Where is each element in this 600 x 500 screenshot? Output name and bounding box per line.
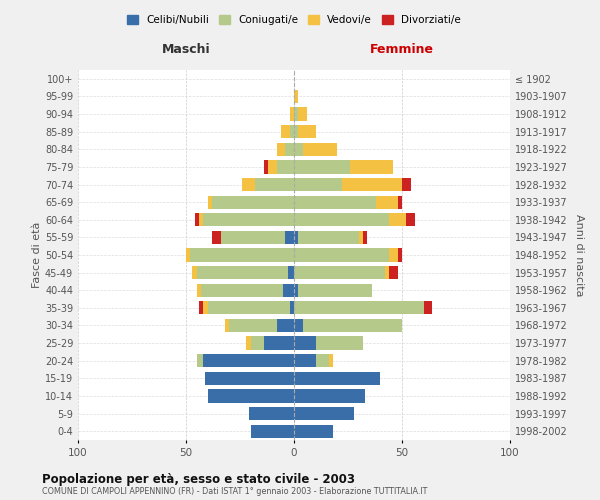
Text: Femmine: Femmine bbox=[370, 43, 434, 56]
Bar bbox=[359, 231, 363, 244]
Bar bbox=[398, 248, 402, 262]
Bar bbox=[294, 390, 365, 402]
Bar bbox=[203, 354, 294, 368]
Bar bbox=[290, 108, 294, 120]
Bar bbox=[402, 178, 410, 191]
Bar bbox=[298, 284, 372, 297]
Bar bbox=[294, 213, 389, 226]
Bar bbox=[208, 196, 212, 209]
Bar bbox=[242, 178, 255, 191]
Text: Popolazione per età, sesso e stato civile - 2003: Popolazione per età, sesso e stato civil… bbox=[42, 472, 355, 486]
Bar bbox=[193, 266, 197, 279]
Bar bbox=[205, 372, 294, 385]
Bar bbox=[363, 231, 367, 244]
Bar bbox=[268, 160, 277, 173]
Bar bbox=[294, 301, 424, 314]
Bar bbox=[398, 196, 402, 209]
Bar bbox=[389, 213, 406, 226]
Bar bbox=[294, 319, 302, 332]
Bar bbox=[294, 354, 316, 368]
Bar bbox=[294, 424, 333, 438]
Bar bbox=[294, 142, 302, 156]
Bar bbox=[251, 424, 294, 438]
Bar bbox=[287, 266, 294, 279]
Bar bbox=[197, 354, 203, 368]
Bar bbox=[248, 407, 294, 420]
Bar bbox=[194, 213, 199, 226]
Bar bbox=[290, 301, 294, 314]
Bar bbox=[294, 248, 389, 262]
Bar bbox=[389, 248, 398, 262]
Bar bbox=[212, 196, 294, 209]
Bar bbox=[201, 284, 283, 297]
Bar bbox=[221, 231, 286, 244]
Bar bbox=[197, 266, 287, 279]
Bar bbox=[385, 266, 389, 279]
Bar bbox=[294, 266, 385, 279]
Bar bbox=[186, 248, 190, 262]
Bar bbox=[277, 160, 294, 173]
Bar bbox=[294, 178, 341, 191]
Bar bbox=[294, 125, 298, 138]
Bar bbox=[350, 160, 394, 173]
Bar bbox=[286, 231, 294, 244]
Bar bbox=[294, 196, 376, 209]
Y-axis label: Anni di nascita: Anni di nascita bbox=[574, 214, 584, 296]
Bar bbox=[294, 160, 350, 173]
Bar bbox=[212, 231, 221, 244]
Bar bbox=[286, 142, 294, 156]
Bar bbox=[298, 125, 316, 138]
Bar bbox=[208, 301, 290, 314]
Bar bbox=[255, 178, 294, 191]
Bar bbox=[264, 160, 268, 173]
Text: COMUNE DI CAMPOLI APPENNINO (FR) - Dati ISTAT 1° gennaio 2003 - Elaborazione TUT: COMUNE DI CAMPOLI APPENNINO (FR) - Dati … bbox=[42, 488, 427, 496]
Bar bbox=[294, 336, 316, 349]
Bar bbox=[199, 213, 203, 226]
Bar bbox=[294, 284, 298, 297]
Legend: Celibi/Nubili, Coniugati/e, Vedovi/e, Divorziati/e: Celibi/Nubili, Coniugati/e, Vedovi/e, Di… bbox=[123, 11, 465, 29]
Bar bbox=[225, 319, 229, 332]
Bar bbox=[302, 319, 402, 332]
Bar bbox=[406, 213, 415, 226]
Bar bbox=[316, 354, 329, 368]
Bar bbox=[294, 407, 355, 420]
Bar bbox=[251, 336, 264, 349]
Bar bbox=[277, 142, 286, 156]
Y-axis label: Fasce di età: Fasce di età bbox=[32, 222, 42, 288]
Bar bbox=[294, 231, 298, 244]
Bar bbox=[190, 248, 294, 262]
Bar bbox=[424, 301, 432, 314]
Bar bbox=[281, 125, 290, 138]
Bar bbox=[283, 284, 294, 297]
Text: Maschi: Maschi bbox=[161, 43, 211, 56]
Bar bbox=[247, 336, 251, 349]
Bar bbox=[199, 301, 203, 314]
Bar bbox=[203, 301, 208, 314]
Bar bbox=[277, 319, 294, 332]
Bar bbox=[264, 336, 294, 349]
Bar bbox=[298, 108, 307, 120]
Bar bbox=[208, 390, 294, 402]
Bar bbox=[203, 213, 294, 226]
Bar bbox=[341, 178, 402, 191]
Bar bbox=[316, 336, 363, 349]
Bar bbox=[376, 196, 398, 209]
Bar bbox=[294, 108, 298, 120]
Bar bbox=[302, 142, 337, 156]
Bar bbox=[290, 125, 294, 138]
Bar bbox=[294, 90, 298, 103]
Bar bbox=[197, 284, 201, 297]
Bar bbox=[329, 354, 333, 368]
Bar bbox=[389, 266, 398, 279]
Bar bbox=[294, 372, 380, 385]
Bar bbox=[298, 231, 359, 244]
Bar bbox=[229, 319, 277, 332]
